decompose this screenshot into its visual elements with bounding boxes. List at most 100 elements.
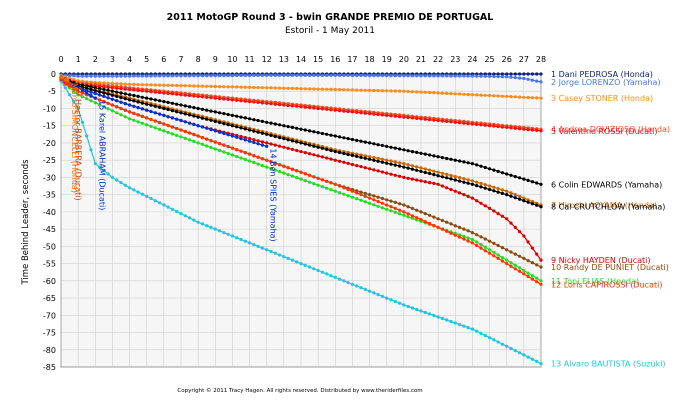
series-point: [376, 199, 380, 204]
series-point: [329, 108, 333, 112]
series-point: [265, 165, 269, 169]
series-point: [278, 123, 282, 127]
chart-title: 2011 MotoGP Round 3 - bwin GRANDE PREMIO…: [167, 12, 494, 23]
series-point: [265, 101, 269, 105]
series-point: [333, 158, 337, 162]
series-point: [98, 93, 102, 97]
series-point: [372, 168, 376, 172]
series-point: [359, 286, 363, 290]
series-point: [415, 116, 419, 120]
series-point: [140, 89, 144, 93]
series-point: [303, 128, 307, 132]
series-point: [188, 74, 192, 78]
series-point: [509, 95, 513, 99]
x-tick-label: 3: [110, 55, 115, 64]
series-point: [93, 86, 97, 90]
series-point: [466, 74, 470, 78]
series-point: [440, 156, 444, 160]
series-point: [483, 186, 487, 190]
series-point: [500, 94, 504, 98]
series-point: [402, 203, 406, 207]
series-point: [342, 88, 346, 92]
series-point: [243, 136, 247, 140]
series-point: [350, 73, 354, 78]
series-point: [518, 269, 522, 273]
series-point: [453, 224, 457, 228]
series-point: [393, 163, 397, 167]
series-point: [213, 74, 217, 78]
series-point: [372, 291, 376, 295]
series-point: [170, 83, 174, 87]
series-point: [278, 86, 282, 90]
series-point: [402, 165, 406, 169]
series-point: [423, 170, 427, 175]
series-point: [260, 246, 264, 250]
series-point: [175, 117, 179, 121]
series-point: [496, 125, 500, 129]
series-point: [530, 78, 535, 82]
series-point: [295, 176, 299, 180]
series-point: [290, 86, 294, 90]
series-point: [162, 113, 166, 117]
series-point: [483, 74, 487, 78]
series-point: [475, 163, 479, 167]
series-point: [299, 150, 303, 154]
series-point: [235, 236, 239, 240]
y-tick-label: -30: [43, 173, 56, 182]
series-point: [286, 103, 290, 108]
series-point: [76, 86, 80, 90]
series-point: [500, 72, 504, 76]
series-point: [363, 156, 367, 160]
series-point: [453, 74, 457, 78]
series-point: [188, 121, 192, 125]
series-point: [368, 289, 372, 293]
series-point: [342, 279, 346, 283]
series-point: [445, 318, 449, 322]
series-point: [132, 74, 136, 78]
series-point: [282, 124, 286, 128]
series-point: [179, 118, 183, 123]
series-point: [115, 86, 119, 90]
series-point: [445, 172, 449, 176]
series-point: [136, 106, 140, 110]
series-point: [466, 229, 470, 233]
series-point: [470, 241, 474, 245]
series-point: [295, 260, 299, 264]
series-point: [209, 84, 213, 88]
series-point: [153, 126, 157, 130]
series-point: [428, 90, 432, 95]
series-point: [398, 174, 402, 178]
series-point: [170, 109, 174, 113]
series-point: [218, 111, 222, 115]
series-point: [410, 164, 414, 168]
series-point: [522, 199, 526, 203]
series-point: [93, 74, 97, 78]
x-tick-label: 7: [178, 55, 183, 64]
series-point: [479, 181, 483, 185]
series-point: [256, 162, 260, 166]
series-point: [483, 333, 487, 338]
series-point: [192, 106, 196, 110]
series-point: [393, 210, 397, 214]
series-point: [483, 249, 487, 253]
series-point: [505, 193, 509, 197]
series-point: [385, 113, 389, 117]
series-point: [230, 153, 234, 157]
series-point: [278, 170, 282, 174]
series-point: [115, 90, 119, 94]
series-point: [483, 123, 487, 127]
series-point: [102, 100, 106, 104]
series-point: [380, 160, 384, 164]
series-point: [346, 280, 350, 285]
series-point: [183, 104, 187, 108]
series-point: [423, 117, 427, 121]
series-point: [303, 151, 307, 155]
series-point: [166, 123, 170, 128]
y-tick-label: -45: [43, 225, 56, 234]
series-point: [539, 72, 543, 76]
series-point: [436, 170, 440, 174]
series-point: [80, 95, 84, 99]
series-point: [196, 94, 200, 98]
series-point: [170, 101, 174, 105]
series-point: [69, 82, 73, 86]
